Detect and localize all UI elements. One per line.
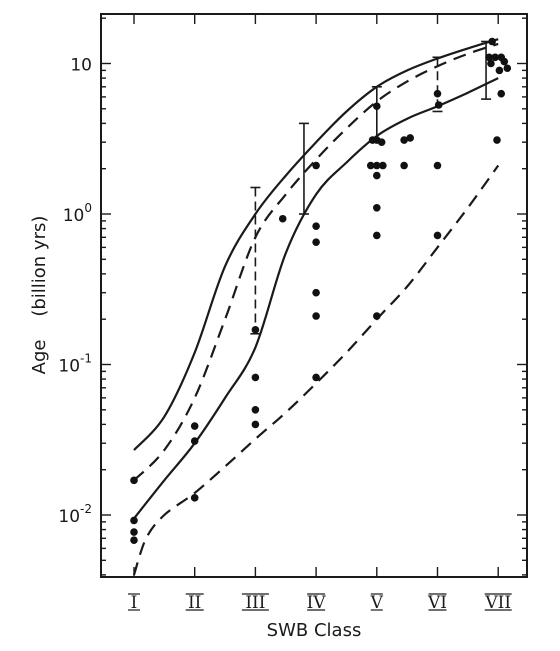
data-point	[434, 101, 443, 109]
data-point	[491, 53, 499, 62]
y-tick-label: 10-2	[58, 502, 92, 527]
x-axis-ticks: I II III IV V VI VII	[128, 14, 512, 613]
x-tick-label-iii: III	[245, 593, 265, 613]
plot-area	[100, 13, 528, 578]
x-tick-label-i: I	[131, 593, 138, 613]
plot-frame	[100, 13, 528, 578]
data-point	[251, 420, 260, 429]
curve-3	[133, 77, 499, 520]
data-point	[366, 161, 375, 170]
x-tick-label-v: V	[370, 593, 384, 613]
data-point	[312, 373, 320, 382]
data-point	[487, 59, 495, 68]
y-tick-label: 100	[63, 201, 92, 226]
data-point	[500, 57, 509, 66]
data-point	[312, 288, 320, 297]
data-point	[373, 203, 381, 212]
data-point	[278, 214, 287, 223]
x-tick-label-vii: VII	[484, 593, 511, 613]
data-point	[406, 134, 414, 142]
x-tick-label-vi: VI	[427, 593, 447, 613]
data-point	[130, 476, 138, 485]
data-point	[373, 171, 381, 180]
data-point	[488, 37, 496, 46]
data-point	[312, 238, 320, 246]
age-range-bars	[250, 40, 492, 335]
y-axis-title: Age (billion yrs)	[29, 216, 50, 375]
y-tick-label: 10	[70, 56, 92, 76]
data-point	[130, 528, 138, 536]
data-point	[485, 53, 493, 62]
data-point	[312, 222, 320, 230]
data-point	[373, 161, 381, 170]
data-point	[190, 437, 199, 445]
data-point	[130, 536, 138, 545]
model-curves	[132, 38, 500, 576]
data-point	[495, 66, 504, 75]
data-point	[251, 326, 260, 334]
data-point	[312, 312, 320, 320]
data-point	[433, 161, 442, 170]
data-point	[373, 312, 381, 320]
data-point	[312, 161, 320, 170]
data-point	[251, 373, 260, 382]
data-point	[433, 231, 442, 240]
curve-2	[133, 42, 499, 482]
data-points	[130, 37, 512, 545]
data-point	[251, 406, 260, 414]
data-point	[373, 231, 381, 240]
data-point	[433, 89, 442, 98]
data-point	[493, 136, 501, 144]
data-point	[400, 136, 408, 144]
y-tick-label: 10-1	[58, 352, 92, 377]
data-point	[130, 516, 138, 525]
data-point	[400, 161, 408, 170]
x-tick-label-ii: II	[188, 593, 201, 613]
x-tick-label-iv: IV	[307, 593, 327, 613]
data-point	[503, 64, 512, 73]
data-point	[190, 422, 199, 430]
y-axis-ticks: 10-2 10-1 100 10	[58, 17, 527, 576]
data-point	[379, 161, 387, 170]
curve-4	[132, 164, 500, 576]
x-axis-title: SWB Class	[267, 620, 362, 641]
data-point	[190, 494, 199, 502]
data-point	[373, 102, 381, 111]
data-point	[497, 89, 506, 98]
data-point	[377, 138, 386, 146]
